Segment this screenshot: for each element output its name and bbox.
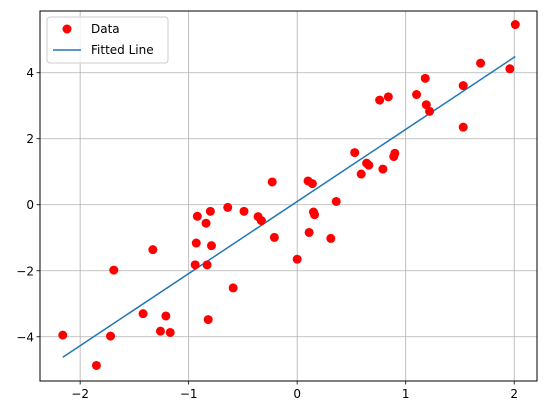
data-point — [191, 238, 201, 248]
data-point — [458, 81, 468, 91]
data-point — [203, 315, 213, 325]
data-point — [390, 148, 400, 158]
data-point — [378, 164, 388, 174]
data-point — [165, 327, 175, 337]
data-point — [58, 330, 68, 340]
legend-box — [46, 16, 169, 64]
data-point — [310, 210, 320, 220]
data-point — [307, 179, 317, 189]
y-tick-label: −4 — [16, 330, 34, 344]
data-point — [91, 360, 101, 370]
data-point — [106, 331, 116, 341]
y-tick-label: 2 — [26, 132, 34, 146]
data-point — [458, 122, 468, 132]
data-point — [192, 211, 202, 221]
data-point — [228, 283, 238, 293]
data-point — [364, 160, 374, 170]
fitted-line-layer — [62, 55, 516, 358]
data-point — [326, 233, 336, 243]
x-tick-label: 1 — [402, 387, 410, 401]
data-point — [510, 20, 520, 30]
data-point — [375, 95, 385, 105]
data-points-layer — [58, 20, 520, 370]
data-point — [206, 241, 216, 251]
data-point — [148, 245, 158, 255]
grid — [40, 11, 537, 381]
legend-label-fitted-line: Fitted Line — [91, 43, 154, 57]
x-tick-label: 2 — [510, 387, 518, 401]
data-point — [161, 311, 171, 321]
data-point — [239, 206, 249, 216]
x-tick-label: −1 — [180, 387, 198, 401]
x-tick-label: 0 — [293, 387, 301, 401]
data-point — [109, 265, 119, 275]
data-point — [223, 202, 233, 212]
data-point — [412, 90, 422, 100]
data-point — [269, 232, 279, 242]
data-point — [304, 227, 314, 237]
data-point — [205, 206, 215, 216]
legend: Data Fitted Line — [46, 16, 169, 64]
data-point — [190, 260, 200, 270]
data-point — [505, 64, 515, 74]
data-point — [350, 148, 360, 158]
data-point — [331, 196, 341, 206]
y-tick-label: 4 — [26, 66, 34, 80]
data-point — [356, 169, 366, 179]
data-point — [476, 58, 486, 68]
data-point — [425, 106, 435, 116]
data-point — [138, 309, 148, 319]
data-point — [267, 177, 277, 187]
legend-label-data: Data — [91, 22, 120, 36]
plot-frame — [39, 10, 538, 382]
data-point — [201, 218, 211, 228]
data-point — [420, 73, 430, 83]
fitted-line — [62, 55, 516, 358]
x-tick-label: −2 — [71, 387, 89, 401]
data-point — [383, 92, 393, 102]
data-point — [155, 326, 165, 336]
y-tick-label: 0 — [26, 198, 34, 212]
data-point — [202, 260, 212, 270]
data-point — [292, 254, 302, 264]
data-point — [256, 216, 266, 226]
y-tick-label: −2 — [16, 264, 34, 278]
legend-marker-data — [62, 24, 72, 34]
axis-ticks: −2 −1 0 1 2 −4 −2 0 2 4 — [16, 66, 518, 401]
